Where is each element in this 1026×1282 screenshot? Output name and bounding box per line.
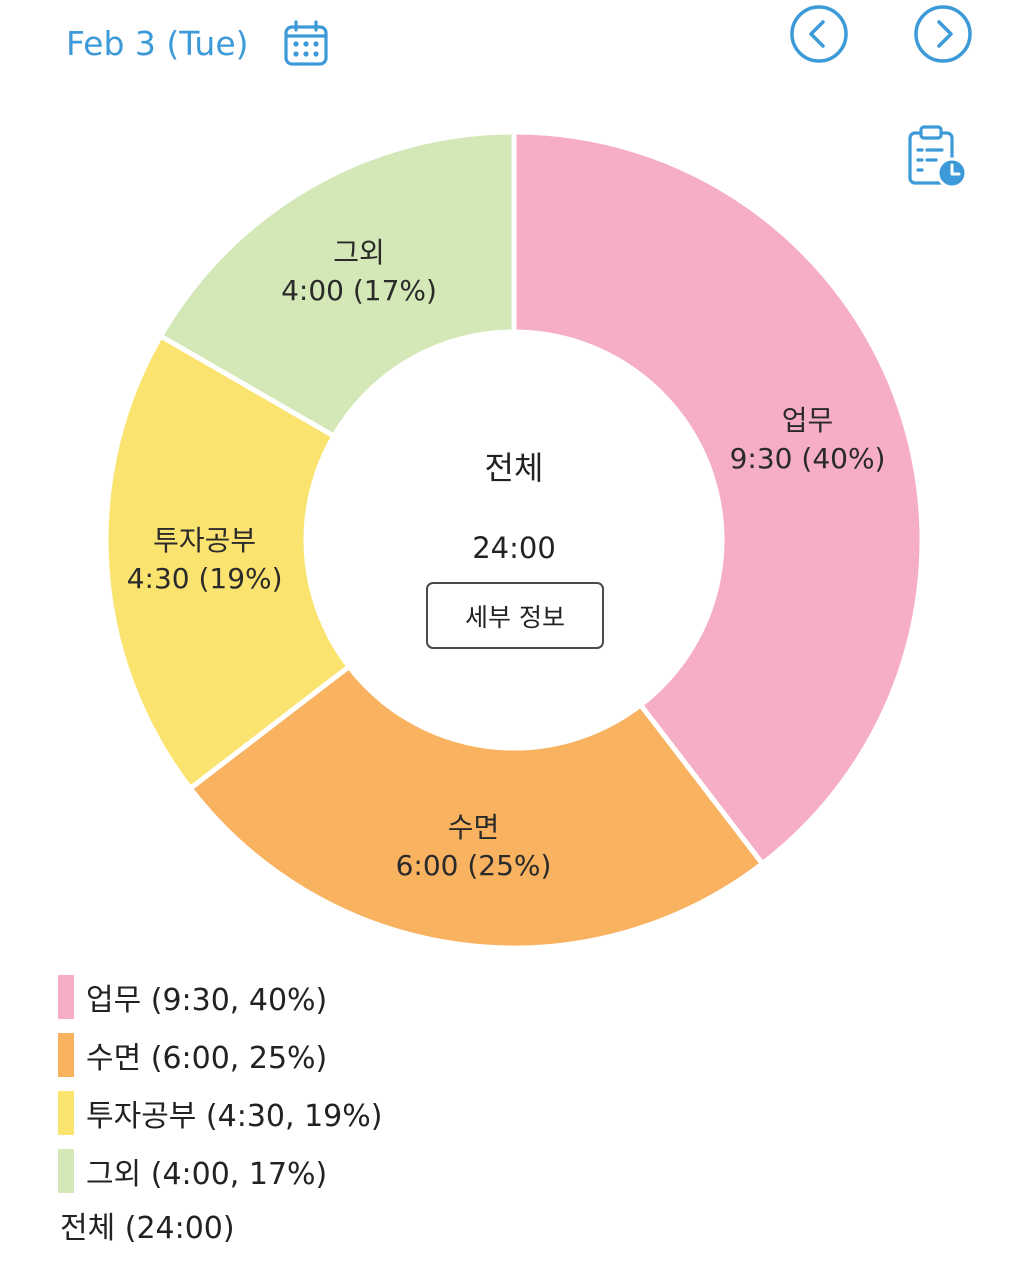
legend-label: 업무 (9:30, 40%) [86, 983, 328, 1018]
slice-label: 투자공부 4:30 (19%) [127, 522, 283, 598]
schedule-log-button[interactable] [906, 124, 968, 190]
legend-label: 그외 (4:00, 17%) [86, 1157, 328, 1192]
slice-label-name: 투자공부 [153, 524, 257, 558]
legend-item: 업무 (9:30, 40%) [58, 968, 382, 1026]
slice-label: 그외 4:00 (17%) [281, 234, 437, 310]
next-day-button[interactable] [912, 3, 974, 65]
slice-label-name: 그외 [333, 235, 385, 269]
slice-label-value: 4:30 (19%) [126, 562, 283, 596]
donut-chart [103, 129, 925, 951]
legend-item: 투자공부 (4:30, 19%) [58, 1084, 382, 1142]
previous-day-button[interactable] [788, 3, 850, 65]
donut-slice-4[interactable] [158, 129, 517, 439]
legend-swatch [58, 975, 74, 1019]
donut-slice-2[interactable] [187, 664, 765, 951]
date-label[interactable]: Feb 3 (Tue) [66, 24, 249, 63]
slice-label-name: 업무 [781, 404, 834, 438]
legend-swatch [58, 1033, 74, 1077]
slice-label: 수면 6:00 (25%) [396, 809, 552, 885]
slice-label: 업무 9:30 (40%) [730, 402, 886, 478]
chevron-left-icon [790, 5, 848, 63]
calendar-button[interactable] [282, 20, 330, 68]
clipboard-clock-icon [908, 125, 968, 189]
center-title: 전체 [484, 449, 544, 487]
legend-total: 전체 (24:00) [60, 1211, 235, 1246]
chart-legend: 업무 (9:30, 40%) 수면 (6:00, 25%) 투자공부 (4:30, … [58, 968, 382, 1258]
legend-item: 수면 (6:00, 25%) [58, 1026, 382, 1084]
slice-label-value: 4:00 (17%) [281, 273, 437, 307]
legend-swatch [58, 1149, 74, 1193]
legend-label: 수면 (6:00, 25%) [86, 1041, 328, 1076]
chevron-right-icon [914, 5, 972, 63]
legend-item: 그외 (4:00, 17%) [58, 1142, 382, 1200]
calendar-icon [284, 20, 328, 66]
donut-slice-3[interactable] [103, 333, 352, 791]
slice-label-name: 수면 [447, 811, 500, 845]
slice-label-value: 6:00 (25%) [395, 849, 552, 883]
legend-label: 투자공부 (4:30, 19%) [86, 1099, 383, 1134]
center-total: 24:00 [472, 531, 556, 565]
slice-label-value: 9:30 (40%) [729, 442, 886, 476]
donut-slice-1[interactable] [511, 129, 925, 867]
legend-swatch [58, 1091, 74, 1135]
detail-info-button[interactable]: 세부 정보 [426, 582, 604, 649]
